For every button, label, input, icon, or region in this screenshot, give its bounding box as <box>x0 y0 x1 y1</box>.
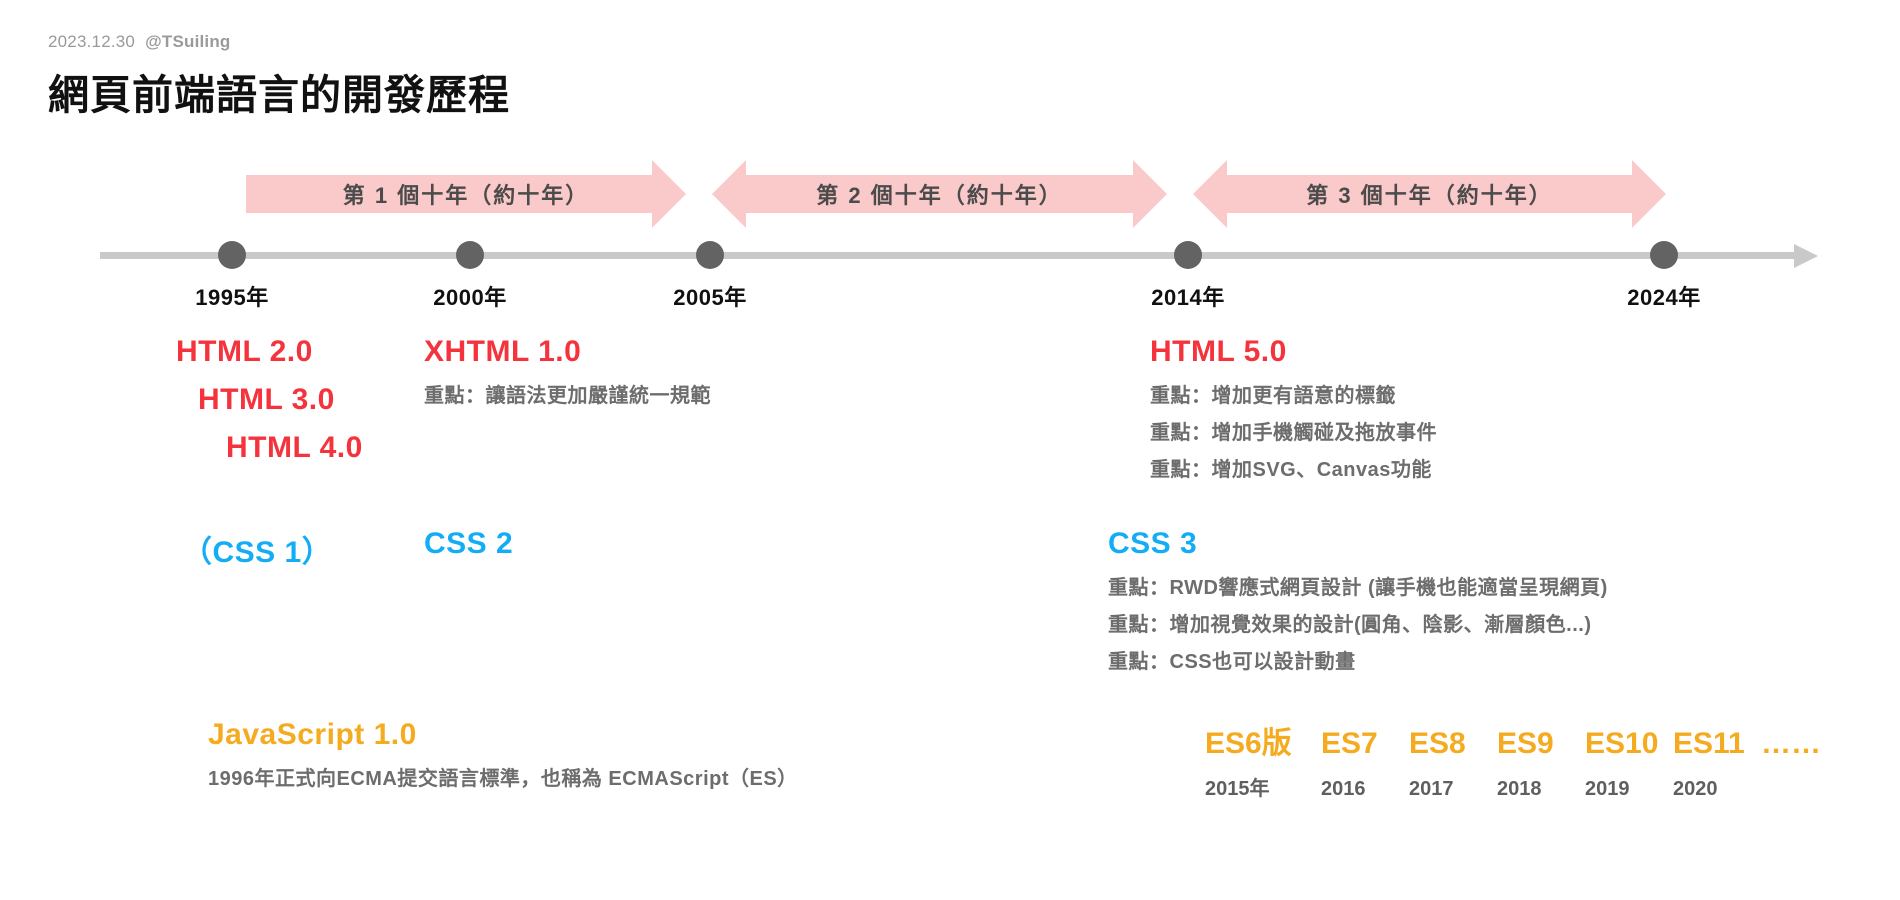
decade-band-1: 第 1 個十年（約十年） <box>246 160 686 228</box>
timeline-dot-icon <box>218 241 246 269</box>
css2-block: CSS 2 <box>424 527 513 561</box>
es-year-5: 2019 <box>1585 778 1630 800</box>
html5-note-2: 重點：增加手機觸碰及拖放事件 <box>1150 422 1437 444</box>
css3-title: CSS 3 <box>1108 527 1198 560</box>
es-year-4: 2018 <box>1497 778 1542 800</box>
timeline-dot-icon <box>456 241 484 269</box>
byline-date: 2023.12.30 <box>48 32 136 51</box>
html5-block: HTML 5.0 重點：增加更有語意的標籤 重點：增加手機觸碰及拖放事件 重點：… <box>1150 335 1437 482</box>
decade-band-3: 第 3 個十年（約十年） <box>1193 160 1666 228</box>
html-version-2: HTML 3.0 <box>198 383 335 416</box>
decade-arrow-icon: 第 3 個十年（約十年） <box>1193 160 1666 228</box>
javascript-block: JavaScript 1.0 1996年正式向ECMA提交語言標準，也稱為 EC… <box>208 718 798 791</box>
html5-note-1: 重點：增加更有語意的標籤 <box>1150 385 1396 407</box>
html5-title: HTML 5.0 <box>1150 335 1287 368</box>
byline: 2023.12.30 @TSuiling <box>48 32 510 52</box>
es-version-4: ES9 <box>1497 727 1554 760</box>
xhtml-note: 重點：讓語法更加嚴謹統一規範 <box>424 385 711 407</box>
byline-author: @TSuiling <box>145 32 231 51</box>
header: 2023.12.30 @TSuiling 網頁前端語言的開發歷程 <box>48 32 510 121</box>
decade-band-2: 第 2 個十年（約十年） <box>712 160 1167 228</box>
timeline-arrow-icon <box>1794 244 1818 268</box>
css2-title: CSS 2 <box>424 527 514 560</box>
timeline-year-label: 2000年 <box>433 285 507 310</box>
es-version-7: …… <box>1761 727 1821 760</box>
es-version-6: ES11 <box>1673 727 1745 760</box>
es-version-row: ES6版 ES7 ES8 ES9 ES10 ES11 …… <box>1205 718 1849 762</box>
css3-note-3: 重點：CSS也可以設計動畫 <box>1108 651 1356 673</box>
es-versions-block: ES6版 ES7 ES8 ES9 ES10 ES11…… 2015年 2016 2017 201… <box>1205 718 1849 801</box>
decade-arrow-icon: 第 1 個十年（約十年） <box>246 160 686 228</box>
es-version-2: ES7 <box>1321 727 1378 760</box>
javascript-note: 1996年正式向ECMA提交語言標準，也稱為 ECMAScript（ES） <box>208 768 798 790</box>
html-version-3: HTML 4.0 <box>226 431 363 464</box>
css1-title: （CSS 1） <box>182 536 333 569</box>
es-year-1: 2015年 <box>1205 778 1270 800</box>
timeline-year-label: 2024年 <box>1627 285 1701 310</box>
timeline-year-label: 2014年 <box>1151 285 1225 310</box>
xhtml-title: XHTML 1.0 <box>424 335 582 368</box>
es-year-6: 2020 <box>1673 778 1718 800</box>
html-version-1: HTML 2.0 <box>176 335 313 368</box>
decade-label: 第 1 個十年（約十年） <box>342 183 590 208</box>
xhtml-block: XHTML 1.0 重點：讓語法更加嚴謹統一規範 <box>424 335 711 408</box>
decade-arrow-icon: 第 2 個十年（約十年） <box>712 160 1167 228</box>
css3-block: CSS 3 重點：RWD響應式網頁設計 (讓手機也能適當呈現網頁) 重點：增加視… <box>1108 527 1608 674</box>
es-version-1: ES6版 <box>1205 727 1292 760</box>
decade-label: 第 3 個十年（約十年） <box>1306 183 1553 208</box>
es-version-5: ES10 <box>1585 727 1659 760</box>
es-year-3: 2017 <box>1409 778 1454 800</box>
timeline-year-label: 1995年 <box>195 285 269 310</box>
timeline-year-label: 2005年 <box>673 285 747 310</box>
css3-note-1: 重點：RWD響應式網頁設計 (讓手機也能適當呈現網頁) <box>1108 577 1608 599</box>
timeline-dot-icon <box>696 241 724 269</box>
es-year-2: 2016 <box>1321 778 1366 800</box>
html5-note-3: 重點：增加SVG、Canvas功能 <box>1150 459 1432 481</box>
javascript-title: JavaScript 1.0 <box>208 718 417 751</box>
decade-label: 第 2 個十年（約十年） <box>816 183 1063 208</box>
timeline-dot-icon <box>1174 241 1202 269</box>
timeline-dot-icon <box>1650 241 1678 269</box>
es-year-row: 2015年 2016 2017 2018 2019 2020 <box>1205 772 1849 801</box>
css1-block: （CSS 1） <box>182 527 332 571</box>
html-early-versions-block: HTML 2.0 HTML 3.0 HTML 4.0 <box>176 335 363 465</box>
es-version-3: ES8 <box>1409 727 1466 760</box>
timeline-axis-line <box>100 252 1800 259</box>
page-title: 網頁前端語言的開發歷程 <box>48 72 510 118</box>
css3-note-2: 重點：增加視覺效果的設計(圓角、陰影、漸層顏色...) <box>1108 614 1592 636</box>
